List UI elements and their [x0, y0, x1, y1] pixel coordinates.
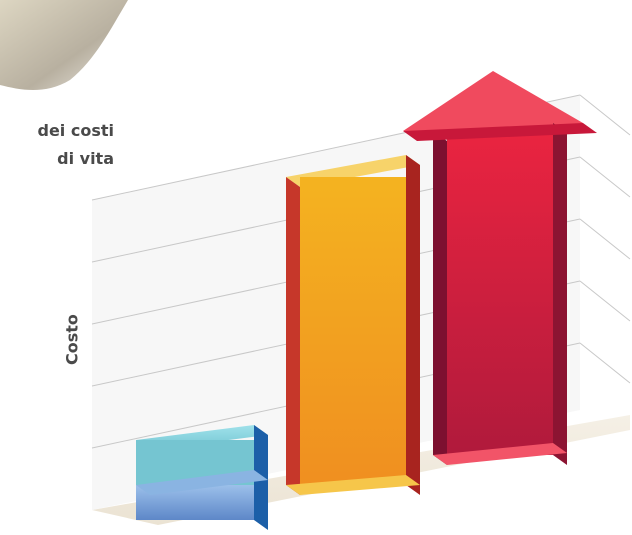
bar-2-base	[286, 475, 420, 495]
chart-title-line-2: di vita	[57, 149, 114, 168]
bar-2-left	[286, 177, 300, 495]
gridline-side	[579, 156, 631, 198]
bar-1-divider	[136, 470, 268, 495]
bar-3-arrowhead-top	[403, 71, 583, 131]
bar-3-side	[553, 123, 567, 465]
bar-3	[403, 71, 597, 465]
bars	[136, 71, 597, 530]
gridline-side	[579, 342, 631, 384]
chart-title-line-1: dei costi	[37, 121, 115, 140]
bar-3-arrowhead-bottom	[403, 123, 597, 141]
bar-3-left	[433, 131, 447, 465]
gridline-side	[579, 94, 631, 136]
y-axis-label: Costo	[62, 314, 82, 365]
bar-2-side	[406, 155, 420, 495]
bar-1	[136, 425, 268, 530]
gridline-side	[579, 280, 631, 322]
bar-3-front	[447, 131, 553, 455]
gridline-side	[579, 218, 631, 260]
bar-2-front	[300, 177, 406, 485]
photo-corner	[0, 0, 128, 90]
bar-3-base	[433, 443, 567, 465]
bar-2	[286, 155, 420, 495]
